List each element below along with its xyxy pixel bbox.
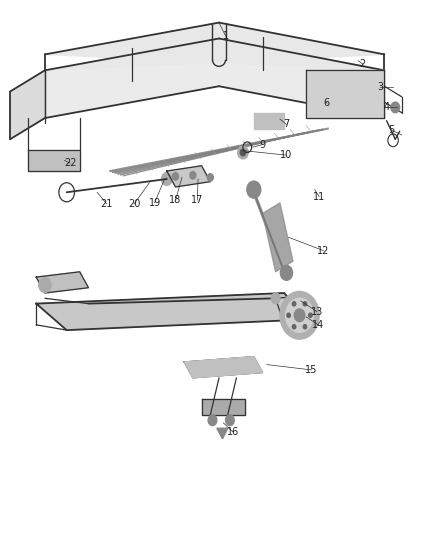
Circle shape [190,172,196,179]
Text: 2: 2 [360,59,366,69]
Circle shape [173,173,179,180]
Circle shape [226,415,234,425]
Text: 7: 7 [283,119,290,130]
Circle shape [208,415,217,425]
Text: 12: 12 [317,246,330,256]
Circle shape [303,302,307,306]
Text: 5: 5 [388,125,394,135]
Polygon shape [36,293,306,330]
Circle shape [247,181,261,198]
Circle shape [287,313,290,317]
Text: 18: 18 [170,195,182,205]
Polygon shape [262,203,293,272]
Text: 15: 15 [305,365,318,375]
Circle shape [207,174,213,181]
Circle shape [309,313,312,317]
Text: 14: 14 [312,320,325,330]
Polygon shape [276,296,315,325]
Text: 20: 20 [128,199,140,209]
Text: 16: 16 [227,427,239,437]
Circle shape [303,325,307,329]
Polygon shape [217,428,228,439]
Text: 17: 17 [191,195,203,205]
Text: 13: 13 [311,306,323,317]
Circle shape [391,102,399,113]
Text: 21: 21 [101,199,113,209]
Circle shape [280,265,293,280]
Text: 4: 4 [384,102,390,112]
Circle shape [162,173,172,185]
Text: 10: 10 [280,150,293,160]
Circle shape [292,325,296,329]
Circle shape [238,146,248,159]
Circle shape [292,302,296,306]
Circle shape [39,278,51,293]
Text: 19: 19 [148,198,161,208]
Polygon shape [184,357,262,378]
Circle shape [286,298,314,332]
Polygon shape [201,399,245,415]
Circle shape [280,292,319,339]
Polygon shape [306,70,385,118]
Polygon shape [36,272,88,293]
Polygon shape [167,166,210,187]
Circle shape [271,293,280,304]
Text: 6: 6 [324,98,330,108]
Polygon shape [28,150,80,171]
Polygon shape [45,38,385,118]
Text: 1: 1 [223,31,229,41]
Polygon shape [254,113,284,128]
Text: 3: 3 [377,82,383,92]
Polygon shape [10,70,45,139]
Text: 9: 9 [259,140,265,150]
Circle shape [240,149,246,156]
Circle shape [294,309,305,321]
Polygon shape [45,22,385,70]
Text: 11: 11 [313,191,325,201]
Text: 22: 22 [64,158,76,168]
